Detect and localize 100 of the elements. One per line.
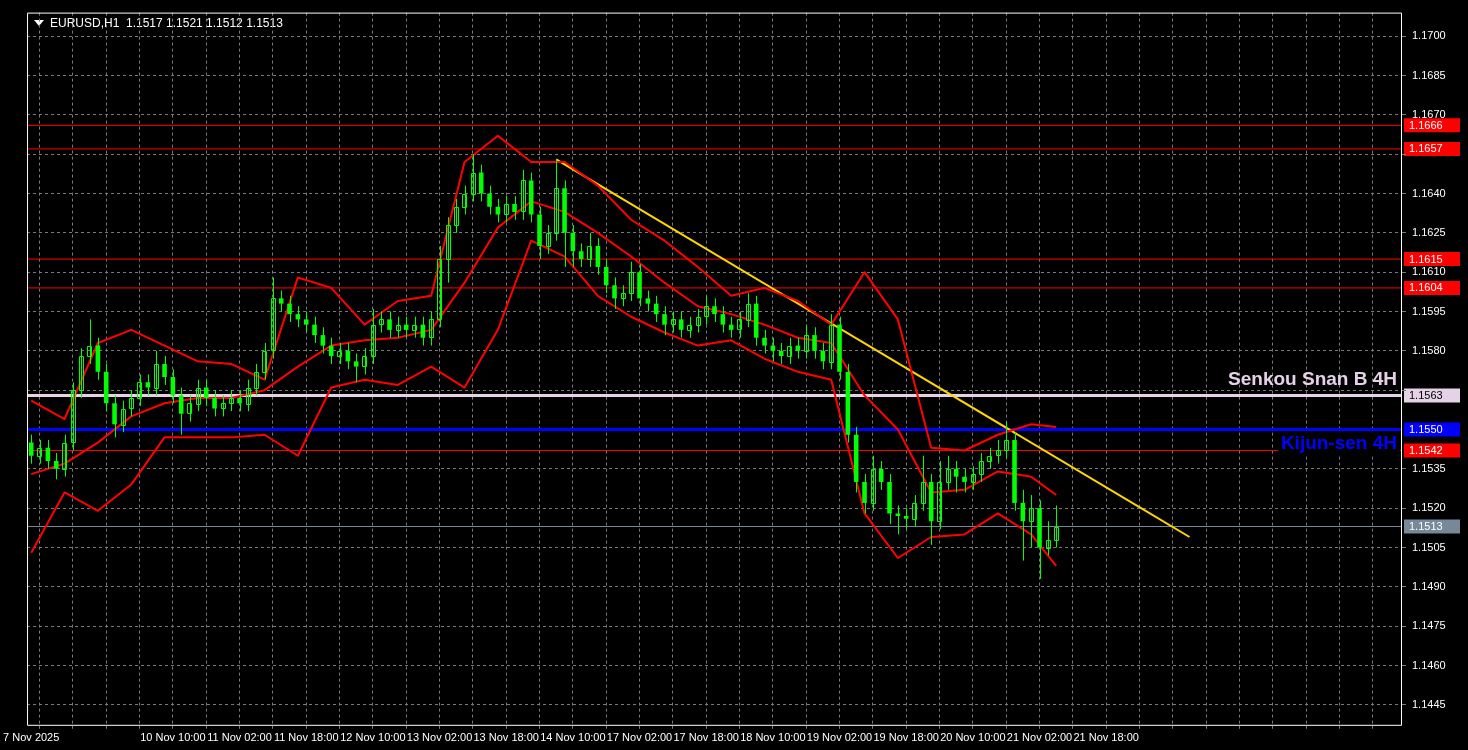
- candlestick: [629, 261, 634, 302]
- candlestick: [312, 316, 317, 344]
- candlestick: [379, 311, 384, 333]
- candlestick: [387, 311, 392, 339]
- candlestick: [462, 185, 467, 215]
- candlestick: [554, 158, 559, 242]
- candlestick: [246, 379, 251, 412]
- candlestick: [546, 224, 551, 255]
- ref-line-label: 1.1657: [1409, 142, 1443, 155]
- candlestick: [1004, 421, 1009, 459]
- candlestick: [154, 350, 159, 396]
- candlestick: [912, 494, 917, 528]
- candlestick: [112, 394, 117, 438]
- candlestick: [712, 297, 717, 323]
- candlestick: [829, 313, 834, 370]
- candlestick: [396, 316, 401, 339]
- ref-line-label: 1.1550: [1409, 423, 1443, 436]
- candlestick: [121, 400, 126, 433]
- y-tick-label: 1.1580: [1412, 343, 1446, 356]
- candlestick: [862, 473, 867, 514]
- ref-line-label: 1.1542: [1409, 444, 1443, 457]
- candlestick: [353, 352, 359, 383]
- candlestick: [262, 342, 267, 381]
- candlestick: [471, 153, 476, 202]
- candlestick: [129, 389, 134, 417]
- candlestick: [521, 169, 526, 221]
- candlestick: [178, 387, 184, 436]
- candlestick: [612, 276, 617, 310]
- candlestick: [71, 381, 76, 451]
- candlestick: [903, 507, 909, 530]
- candlestick: [1046, 520, 1051, 556]
- candlestick: [720, 305, 726, 333]
- candlestick: [487, 185, 492, 215]
- candlestick: [412, 316, 417, 339]
- y-tick-label: 1.1670: [1412, 107, 1446, 120]
- candlestick: [271, 276, 276, 360]
- candlestick: [971, 465, 976, 491]
- candlestick: [678, 311, 684, 339]
- candlestick: [79, 347, 84, 399]
- candlestick: [196, 379, 201, 412]
- candlestick: [921, 455, 926, 512]
- ref-line-label: 1.1604: [1409, 281, 1443, 294]
- y-tick-label: 1.1475: [1412, 619, 1446, 632]
- x-tick-label: 11 Nov 18:00: [273, 731, 339, 744]
- candlestick: [671, 311, 676, 333]
- candlestick: [28, 434, 34, 465]
- x-tick-label: 17 Nov 18:00: [673, 731, 739, 744]
- candlestick: [337, 342, 342, 365]
- candlestick: [320, 326, 326, 354]
- y-tick-label: 1.1625: [1412, 225, 1446, 238]
- candlestick: [62, 434, 67, 478]
- candlestick: [212, 389, 217, 417]
- candlestick: [371, 308, 376, 365]
- candlestick: [446, 216, 451, 284]
- x-tick-label: 7 Nov 2025: [3, 731, 60, 744]
- candlestick: [687, 316, 692, 339]
- y-tick-label: 1.1505: [1412, 540, 1446, 553]
- x-tick-label: 10 Nov 10:00: [140, 731, 206, 744]
- annotation: Kijun-sen 4H: [1280, 431, 1397, 453]
- candlestick: [254, 363, 259, 396]
- candlestick: [162, 355, 167, 386]
- candlestick: [621, 284, 626, 307]
- y-tick-label: 1.1595: [1412, 304, 1446, 317]
- candlestick: [804, 324, 809, 360]
- candlestick: [303, 311, 309, 333]
- candlestick: [278, 290, 284, 313]
- candlestick: [587, 232, 592, 268]
- candlestick: [895, 505, 901, 535]
- x-tick-label: 11 Nov 02:00: [207, 731, 272, 744]
- candlestick: [871, 455, 876, 512]
- candlestick: [362, 347, 367, 375]
- y-tick-label: 1.1610: [1412, 265, 1446, 278]
- x-tick-label: 17 Nov 02:00: [606, 731, 673, 744]
- candlestick: [762, 329, 767, 354]
- candlestick: [37, 439, 42, 465]
- y-tick-label: 1.1700: [1412, 29, 1446, 42]
- chart-title: EURUSD,H1 1.1517 1.1521 1.1512 1.1513: [50, 16, 283, 30]
- candlestick: [454, 198, 459, 234]
- candlestick: [812, 326, 817, 360]
- x-tick-label: 13 Nov 18:00: [473, 731, 539, 744]
- x-tick-label: 21 Nov 02:00: [1006, 731, 1073, 744]
- candlestick: [645, 290, 651, 313]
- candlestick: [937, 460, 942, 530]
- candlestick: [512, 195, 517, 221]
- candlestick: [53, 452, 59, 480]
- candlestick: [737, 311, 742, 339]
- candlestick: [137, 373, 142, 407]
- candlestick: [187, 394, 192, 423]
- candlestick: [287, 295, 292, 323]
- candlestick: [996, 439, 1001, 465]
- candlestick: [504, 195, 509, 223]
- candlestick: [787, 337, 792, 365]
- candlestick: [221, 394, 226, 417]
- candlestick: [704, 295, 709, 326]
- candlestick: [229, 389, 234, 412]
- x-tick-label: 13 Nov 02:00: [406, 731, 473, 744]
- candlestick: [145, 373, 151, 396]
- y-tick-label: 1.1685: [1412, 68, 1446, 81]
- candlestick: [987, 447, 992, 470]
- y-tick-label: 1.1535: [1412, 461, 1446, 474]
